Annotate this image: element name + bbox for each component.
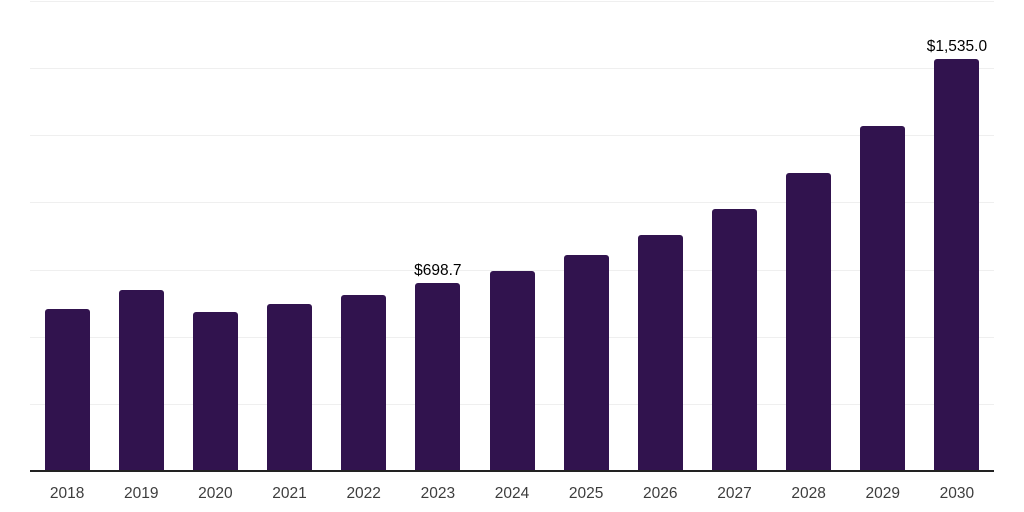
bar-2023 bbox=[415, 283, 461, 471]
bar-2018 bbox=[44, 309, 90, 471]
x-tick-label-2019: 2019 bbox=[123, 485, 159, 502]
gridline bbox=[30, 68, 994, 70]
x-tick-label-2027: 2027 bbox=[717, 485, 752, 502]
gridline bbox=[30, 135, 994, 137]
bar-2029 bbox=[860, 125, 906, 471]
bar-2020 bbox=[192, 312, 238, 471]
x-tick-label-2028: 2028 bbox=[791, 485, 826, 502]
x-axis-line bbox=[30, 469, 994, 472]
bar-2021 bbox=[267, 304, 313, 471]
x-tick-label-2029: 2029 bbox=[865, 485, 900, 502]
bar-2022 bbox=[341, 295, 387, 471]
gridline bbox=[30, 202, 994, 204]
x-tick-label-2021: 2021 bbox=[272, 485, 307, 502]
gridline bbox=[30, 269, 994, 271]
bar-2030 bbox=[934, 58, 980, 471]
bar-value-label-2030: $1,535.0 bbox=[926, 37, 988, 55]
bar-2028 bbox=[786, 173, 832, 471]
x-tick-label-2020: 2020 bbox=[198, 485, 233, 502]
x-tick-label-2023: 2023 bbox=[420, 485, 456, 502]
x-tick-label-2024: 2024 bbox=[494, 485, 530, 502]
x-tick-label-2026: 2026 bbox=[643, 485, 678, 502]
x-tick-label-2022: 2022 bbox=[346, 485, 381, 502]
x-tick-label-2025: 2025 bbox=[568, 485, 604, 502]
bar-value-label-2023: $698.7 bbox=[414, 262, 462, 280]
bar-2019 bbox=[118, 290, 164, 471]
bar-2024 bbox=[489, 271, 535, 471]
bar-2027 bbox=[711, 209, 757, 471]
bar-2025 bbox=[563, 255, 609, 471]
gridline bbox=[30, 1, 994, 2]
bar-2026 bbox=[637, 235, 683, 471]
x-tick-label-2018: 2018 bbox=[49, 485, 85, 502]
x-tick-label-2030: 2030 bbox=[939, 485, 975, 502]
